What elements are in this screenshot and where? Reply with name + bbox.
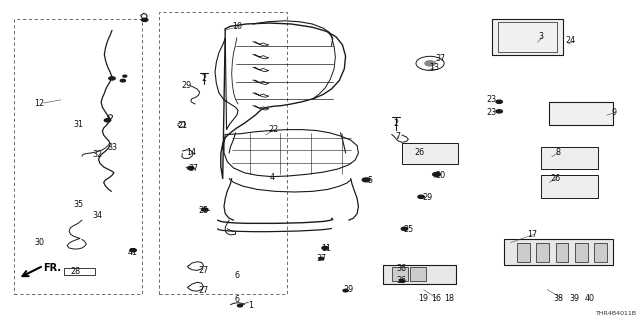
Text: 29: 29 (422, 193, 433, 202)
Circle shape (433, 172, 440, 176)
Text: 27: 27 (198, 286, 209, 295)
Text: 17: 17 (527, 230, 538, 239)
Bar (556, 243, 568, 262)
Text: 18: 18 (444, 294, 454, 303)
Bar (492, 19, 563, 55)
Text: 26: 26 (414, 148, 424, 157)
Text: 31: 31 (73, 120, 83, 129)
Text: 20: 20 (435, 171, 445, 180)
Text: 21: 21 (177, 121, 188, 130)
Text: 36: 36 (397, 276, 407, 285)
Text: THR4B4011B: THR4B4011B (596, 311, 637, 316)
Bar (159, 12, 287, 294)
Bar (402, 143, 458, 164)
Circle shape (188, 166, 194, 170)
Text: 37: 37 (316, 254, 326, 263)
Text: 23: 23 (486, 95, 497, 104)
Text: 13: 13 (429, 63, 439, 72)
Circle shape (202, 208, 208, 211)
Bar (575, 243, 588, 262)
Circle shape (123, 75, 127, 77)
Text: 27: 27 (198, 266, 209, 275)
Circle shape (322, 246, 328, 250)
Text: 5: 5 (367, 176, 372, 185)
Text: 29: 29 (344, 285, 354, 294)
Text: 16: 16 (431, 294, 442, 303)
Circle shape (425, 61, 435, 66)
Text: 4: 4 (269, 173, 275, 182)
Text: 19: 19 (419, 294, 429, 303)
Bar (536, 243, 549, 262)
Text: 23: 23 (486, 108, 497, 117)
Text: 40: 40 (585, 294, 595, 303)
Bar (410, 267, 426, 281)
Text: 34: 34 (92, 211, 102, 220)
Text: 10: 10 (232, 22, 242, 31)
Circle shape (418, 195, 424, 198)
Bar (14, 19, 142, 294)
Text: 25: 25 (403, 225, 413, 234)
Circle shape (109, 77, 115, 80)
Text: 38: 38 (553, 294, 563, 303)
Bar (541, 175, 598, 198)
Text: 33: 33 (107, 143, 117, 152)
Bar (498, 22, 557, 52)
Bar (549, 102, 613, 125)
Circle shape (399, 280, 404, 282)
Text: 36: 36 (397, 264, 407, 273)
Text: 2: 2 (201, 74, 206, 83)
Text: 37: 37 (188, 164, 198, 173)
Circle shape (130, 249, 136, 252)
Text: 2: 2 (393, 119, 398, 128)
Text: 41: 41 (128, 248, 138, 257)
Circle shape (319, 257, 324, 260)
Text: 11: 11 (321, 244, 332, 253)
Text: 28: 28 (70, 267, 81, 276)
Circle shape (362, 178, 370, 182)
Circle shape (120, 79, 125, 82)
Text: 32: 32 (92, 150, 102, 159)
Circle shape (496, 110, 502, 113)
Text: 6: 6 (234, 271, 239, 280)
Text: 24: 24 (566, 36, 576, 45)
Text: 22: 22 (269, 125, 279, 134)
Text: 7: 7 (396, 132, 401, 140)
Circle shape (343, 289, 348, 292)
Bar (383, 265, 456, 284)
Bar (594, 243, 607, 262)
Text: 9: 9 (612, 108, 617, 117)
Circle shape (237, 304, 243, 307)
Text: 12: 12 (35, 99, 45, 108)
Text: 39: 39 (570, 294, 580, 303)
Text: 25: 25 (198, 206, 209, 215)
Text: 3: 3 (538, 32, 543, 41)
Text: 14: 14 (186, 148, 196, 157)
Text: 8: 8 (556, 148, 561, 157)
Text: 1: 1 (248, 301, 253, 310)
Text: 29: 29 (182, 81, 192, 90)
Bar (541, 147, 598, 169)
Text: 6: 6 (234, 295, 239, 304)
Text: FR.: FR. (44, 263, 61, 273)
Circle shape (496, 100, 502, 103)
Text: 26: 26 (550, 174, 561, 183)
Circle shape (401, 227, 408, 230)
Bar (517, 243, 530, 262)
Bar (504, 239, 613, 265)
Text: 30: 30 (35, 238, 45, 247)
Bar (64, 268, 95, 275)
Circle shape (104, 119, 111, 122)
Text: 35: 35 (73, 200, 83, 209)
Text: 37: 37 (435, 54, 445, 63)
Bar (392, 267, 408, 281)
Circle shape (141, 18, 148, 21)
